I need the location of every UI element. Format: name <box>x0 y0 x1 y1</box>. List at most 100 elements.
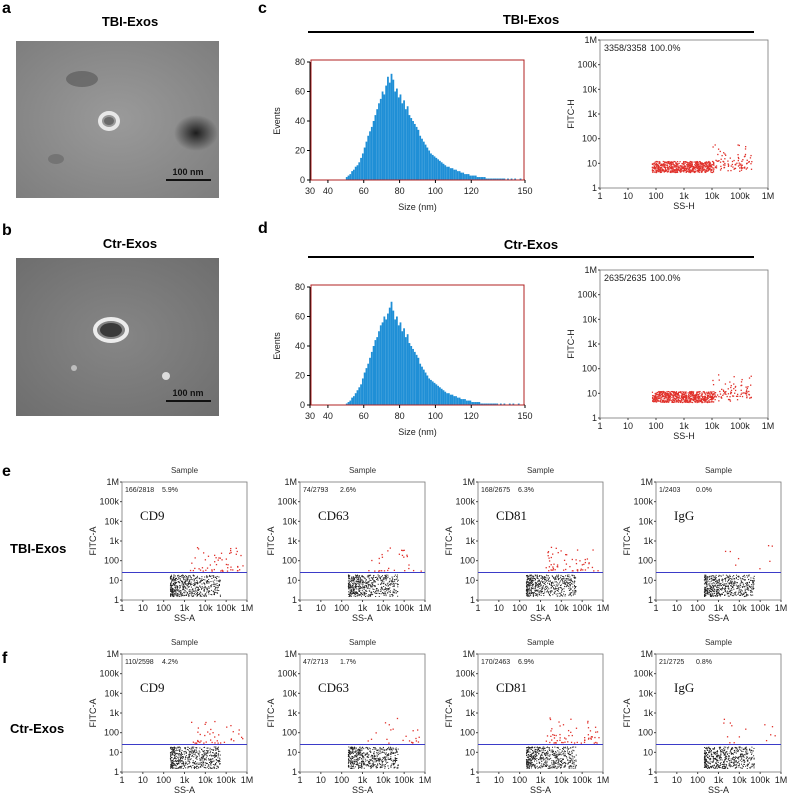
scatter-point <box>183 588 185 590</box>
scatter-point <box>349 580 351 582</box>
scatter-point <box>352 752 354 754</box>
scatter-point <box>214 587 216 589</box>
scatter-point <box>545 579 547 581</box>
scatter-point <box>214 589 216 591</box>
scatter-point <box>745 582 747 584</box>
scatter-point <box>188 575 190 577</box>
scatter-point <box>697 163 699 166</box>
scatter-point <box>731 595 733 597</box>
histogram-bar <box>406 334 409 405</box>
scatter-point <box>696 391 698 393</box>
scatter-point <box>197 548 200 550</box>
scatter-point <box>730 576 732 578</box>
scatter-point <box>199 765 201 767</box>
scatter-point <box>574 585 576 587</box>
scatter-point <box>742 575 744 577</box>
scatter-point <box>197 588 199 590</box>
scatter-point <box>190 752 192 754</box>
scatter-point <box>712 383 715 386</box>
scatter-point <box>172 594 174 596</box>
scatter-point <box>384 577 386 579</box>
scatter-point <box>716 581 718 583</box>
scatter-point <box>717 585 719 587</box>
scatter-point <box>717 148 720 150</box>
scatter-point <box>173 590 175 592</box>
scatter-point <box>186 579 188 581</box>
scatter-point <box>576 569 578 571</box>
scatter-point <box>715 581 717 583</box>
scatter-point <box>553 592 555 594</box>
scatter-point <box>205 753 207 755</box>
tem-image-a-svg: 100 nm <box>16 41 219 198</box>
histogram-bar <box>394 319 396 405</box>
scatter-point <box>195 589 197 591</box>
scatter-point <box>706 166 708 168</box>
y-tick-label: 1M <box>106 477 119 487</box>
histogram-bar <box>458 171 461 180</box>
scatter-point <box>679 400 681 402</box>
scatter-point <box>378 595 380 597</box>
scatter-point <box>182 577 184 579</box>
scatter-point <box>358 587 360 589</box>
scatter-point <box>658 170 661 172</box>
x-tick-label: 1 <box>597 421 602 431</box>
scatter-point <box>727 393 730 395</box>
scatter-point <box>741 593 743 595</box>
scatter-point <box>205 595 207 597</box>
scatter-point <box>717 585 719 587</box>
histogram-bar <box>503 178 506 180</box>
y-axis-label: Events <box>272 107 282 135</box>
scatter-point <box>386 578 388 580</box>
scatter-point <box>181 762 183 764</box>
scatter-point <box>201 595 203 597</box>
scatter-point <box>216 585 218 587</box>
scatter-point <box>702 396 704 398</box>
scatter-point <box>194 587 196 589</box>
scatter-point <box>539 590 541 592</box>
scatter-point <box>706 592 708 594</box>
scatter-point <box>547 550 550 553</box>
x-axis-label: Size (nm) <box>398 427 437 437</box>
scatter-point <box>566 578 568 580</box>
scatter-point <box>370 584 372 586</box>
histogram-bar <box>435 384 438 405</box>
scatter-point <box>738 576 740 578</box>
scatter-point <box>660 166 662 169</box>
scatter-point <box>560 584 562 586</box>
scatter-point <box>731 585 733 587</box>
scatter-point <box>712 594 714 596</box>
scatter-point <box>708 399 710 402</box>
scatter-point <box>702 165 704 167</box>
scatter-point <box>185 594 187 596</box>
scatter-point <box>388 587 390 589</box>
scatter-point <box>376 754 378 756</box>
scatter-point <box>710 588 712 590</box>
scatter-point <box>714 579 716 581</box>
scatter-point <box>528 577 530 579</box>
scatter-point <box>655 398 657 400</box>
scatter-point <box>566 554 568 556</box>
scatter-point <box>543 577 545 579</box>
scatter-point <box>584 561 587 564</box>
scatter-point <box>372 588 374 590</box>
scatter-point <box>359 585 361 587</box>
scatter-point <box>531 593 533 595</box>
scatter-point <box>185 757 187 759</box>
scatter-point <box>183 576 185 578</box>
scatter-point <box>558 574 560 576</box>
scatter-point <box>225 563 228 566</box>
scatter-point <box>186 593 188 595</box>
scatter-point <box>709 164 712 167</box>
scatter-point <box>554 591 556 593</box>
scatter-point <box>580 569 582 571</box>
scatter-point <box>170 763 172 765</box>
scatter-point <box>172 760 174 762</box>
scatter-point <box>179 587 181 589</box>
scatter-point <box>663 392 665 394</box>
scatter-point <box>700 163 702 165</box>
scatter-point <box>185 764 187 766</box>
scatter-point <box>546 591 548 593</box>
scatter-point <box>690 401 692 403</box>
scatter-point <box>701 392 703 394</box>
scatter-point <box>730 580 732 582</box>
